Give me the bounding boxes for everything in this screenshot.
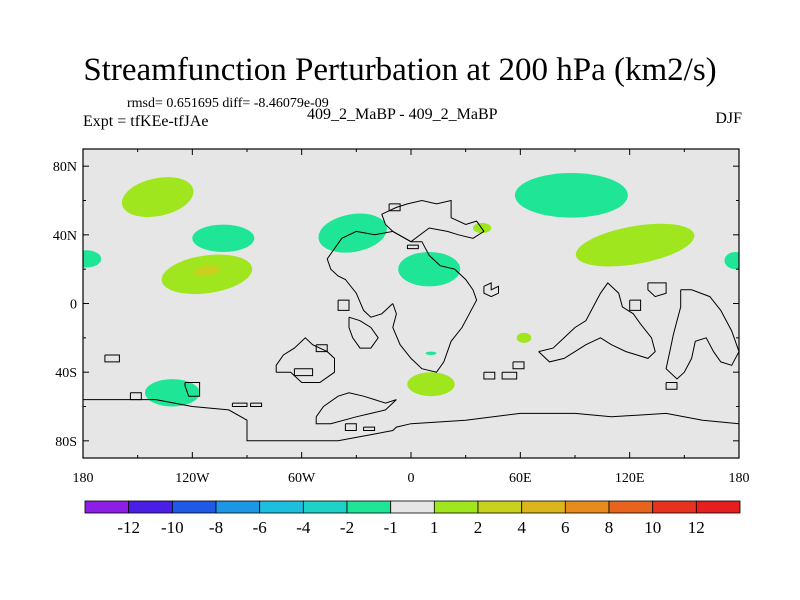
anomaly-region-12 [407,372,455,397]
coastline-11 [388,203,401,212]
anomaly-region-4 [194,265,220,277]
y-tick-label: 40N [53,229,77,244]
x-tick-label: 120E [615,471,645,486]
coastline-19 [483,371,496,380]
x-tick-label: 180 [729,471,750,486]
coastline-5 [250,402,263,407]
y-tick-label: 80N [53,160,77,175]
coastline-24 [647,282,667,298]
difference-label: 409_2_MaBP - 409_2_MaBP [307,106,498,123]
colorbar-box-3 [215,500,261,514]
coastline-4 [231,402,248,407]
colorbar-box-13 [652,500,697,514]
rmsd-diff-stats: rmsd= 0.651695 diff= -8.46079e-09 [127,96,329,111]
y-tick-label: 0 [70,298,77,313]
y-tick-label: 80S [55,435,77,450]
coastline-9 [326,230,478,373]
colorbar-label: -1 [384,518,398,537]
colorbar-box-4 [259,500,304,514]
x-tick-label: 120W [175,471,210,486]
anomaly-region-8 [514,173,628,218]
colorbar-box-7 [390,500,435,514]
coastline-16 [348,316,379,349]
coastline-17 [337,299,350,311]
coastline-6 [315,392,397,425]
colorbar-box-14 [695,500,741,514]
colorbar-label: 12 [688,518,705,537]
chart-title: Streamfunction Perturbation at 200 hPa (… [83,52,717,88]
x-tick-label: 60W [288,471,316,486]
colorbar-label: -8 [209,518,223,537]
colorbar-box-12 [608,500,654,514]
colorbar-label: 8 [605,518,614,537]
coastline-10 [381,199,485,243]
anomaly-region-10 [724,252,739,270]
colorbar-label: -6 [253,518,267,537]
colorbar-label: -12 [117,518,140,537]
x-tick-label: 180 [73,471,94,486]
colorbar-box-8 [433,500,479,514]
anomaly-region-9 [575,223,695,267]
plot-content [83,173,739,442]
x-tick-label: 60E [509,471,532,486]
anomaly-region-0 [121,177,194,218]
colorbar-label: -4 [296,518,311,537]
anomaly-region-14 [425,351,437,355]
colorbar-box-11 [564,500,610,514]
anomaly-region-11 [516,332,532,343]
season-label: DJF [715,110,742,127]
colorbar-label: 6 [561,518,570,537]
colorbar-box-5 [302,500,348,514]
colorbar-box-2 [171,500,217,514]
colorbar-box-9 [477,500,523,514]
coastline-23 [629,299,642,311]
colorbar-label: -2 [340,518,354,537]
coastline-2 [184,382,201,397]
colorbar-label: 1 [430,518,439,537]
colorbar-box-6 [346,500,392,514]
colorbar-label: 2 [474,518,483,537]
coastline-25 [665,289,739,380]
coastline-8 [363,426,376,431]
coastline-15 [293,368,314,377]
coastline-22 [538,282,656,363]
colorbar-label: -10 [161,518,184,537]
coastline-1 [104,354,120,363]
coastline-14 [315,344,328,353]
colorbar-box-1 [128,500,173,514]
y-tick-label: 40S [55,366,77,381]
colorbar-box-0 [84,500,130,514]
experiment-label: Expt = tfKEe-tfJAe [83,113,209,130]
colorbar-box-10 [521,500,566,514]
x-tick-label: 0 [408,471,415,486]
coastline-21 [512,361,525,370]
coastline-18 [483,282,499,298]
coastline-0 [83,399,739,442]
coastline-7 [344,423,357,431]
colorbar-label: 10 [644,518,661,537]
anomaly-region-1 [192,224,255,252]
anomaly-region-6 [398,252,461,287]
coastline-26 [665,382,678,390]
coastline-20 [501,371,518,380]
coastline-12 [406,244,419,250]
anomaly-region-2 [83,250,102,268]
colorbar-label: 4 [517,518,526,537]
coastline-3 [129,392,142,401]
